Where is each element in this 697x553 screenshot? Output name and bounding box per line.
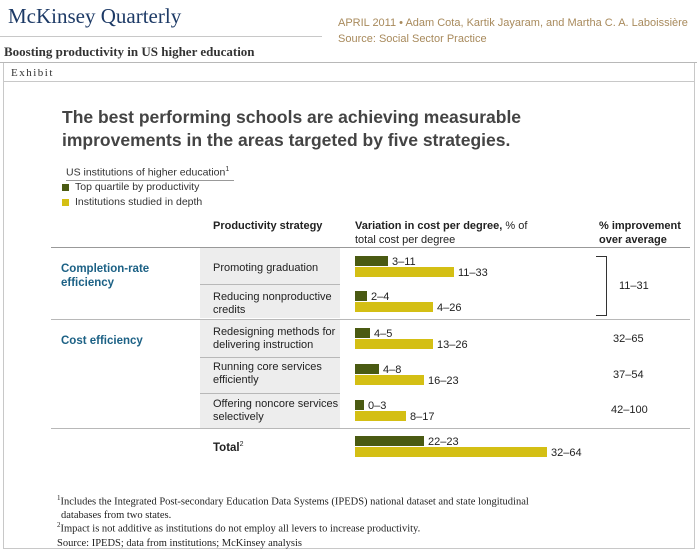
column-header-improvement: % improvement over average — [599, 220, 681, 246]
bar-label-top-quartile-3: 4–8 — [383, 364, 401, 376]
strategy-label-promoting-graduation: Promoting graduation — [213, 262, 319, 274]
bar-top-quartile-2 — [355, 328, 370, 338]
bar-top-quartile-4 — [355, 400, 364, 410]
column-header-variation: Variation in cost per degree, % of total… — [355, 219, 527, 247]
bar-label-studied-1: 4–26 — [437, 302, 461, 314]
brand-logo[interactable]: McKinsey Quarterly — [8, 4, 182, 28]
bar-top-quartile-5 — [355, 436, 424, 446]
article-byline: APRIL 2011 • Adam Cota, Kartik Jayaram, … — [338, 17, 688, 29]
legend-title: US institutions of higher education1 — [66, 166, 229, 179]
strategy-shade-cost — [200, 320, 340, 428]
total-label: Total2 — [213, 441, 244, 454]
brand-divider — [0, 36, 322, 37]
strategy-label-reducing-credits: Reducing nonproductive credits — [213, 291, 332, 316]
article-meta: APRIL 2011 • Adam Cota, Kartik Jayaram, … — [338, 15, 688, 47]
legend-title-footnote-marker: 1 — [225, 166, 230, 173]
bar-label-top-quartile-4: 0–3 — [368, 400, 386, 412]
bar-label-studied-0: 11–33 — [458, 267, 488, 279]
bar-studied-4 — [355, 411, 406, 421]
improvement-completion: 11–31 — [619, 280, 649, 292]
row-divider-1 — [200, 284, 340, 285]
chart-title-line-2: improvements in the areas targeted by fi… — [62, 130, 511, 150]
column-header-variation-unit: % of — [502, 220, 528, 232]
strategy-label-redesigning-methods: Redesigning methods for delivering instr… — [213, 326, 336, 351]
legend-item-studied: Institutions studied in depth — [62, 196, 202, 208]
legend-title-text: US institutions of higher education — [66, 166, 226, 179]
chart-source: Source: IPEDS; data from institutions; M… — [57, 538, 302, 549]
improvement-running: 37–54 — [613, 369, 644, 381]
bar-label-studied-5: 32–64 — [551, 447, 582, 459]
bar-studied-2 — [355, 339, 433, 349]
chart-title-line-1: The best performing schools are achievin… — [62, 107, 522, 127]
article-source: Source: Social Sector Practice — [338, 33, 487, 45]
column-header-variation-line2: total cost per degree — [355, 234, 456, 246]
strategy-label-running-core-services: Running core services efficiently — [213, 361, 322, 386]
bar-label-top-quartile-1: 2–4 — [371, 291, 389, 303]
bar-label-top-quartile-2: 4–5 — [374, 328, 392, 340]
legend-item-top-quartile: Top quartile by productivity — [62, 181, 199, 193]
strategy-label-offering-noncore: Offering noncore services selectively — [213, 398, 339, 423]
legend-label-top-quartile: Top quartile by productivity — [75, 181, 200, 193]
group-divider-cost — [51, 428, 690, 429]
strategy-shade-completion — [200, 248, 340, 318]
legend-swatch-top-quartile — [62, 183, 69, 191]
article-title: Boosting productivity in US higher educa… — [4, 44, 255, 59]
title-divider — [0, 62, 697, 63]
legend-label-studied: Institutions studied in depth — [75, 196, 203, 208]
group-label-completion-rate: Completion-rate efficiency — [61, 263, 150, 289]
legend-swatch-studied — [62, 198, 69, 206]
column-header-variation-bold: Variation in cost per degree, — [355, 220, 503, 232]
exhibit-frame — [3, 63, 695, 549]
bar-top-quartile-0 — [355, 256, 388, 266]
group-label-cost-efficiency: Cost efficiency — [61, 335, 143, 347]
bar-label-studied-4: 8–17 — [410, 411, 434, 423]
footnote-1: 1Includes the Integrated Post-secondary … — [57, 494, 529, 521]
column-header-strategy: Productivity strategy — [213, 220, 323, 232]
exhibit-divider — [3, 81, 695, 82]
group-divider-completion — [51, 319, 690, 320]
bar-label-top-quartile-5: 22–23 — [428, 436, 459, 448]
row-divider-3 — [200, 357, 340, 358]
header-divider — [51, 247, 690, 248]
footnote-2: 2Impact is not additive as institutions … — [57, 521, 421, 535]
bar-label-top-quartile-0: 3–11 — [392, 256, 416, 268]
completion-bracket — [596, 256, 607, 316]
row-divider-4 — [200, 393, 340, 394]
chart-title: The best performing schools are achievin… — [62, 106, 642, 152]
bar-studied-1 — [355, 302, 433, 312]
bar-studied-0 — [355, 267, 454, 277]
bar-label-studied-2: 13–26 — [437, 339, 468, 351]
bar-top-quartile-1 — [355, 291, 367, 301]
bar-studied-3 — [355, 375, 424, 385]
exhibit-label: Exhibit — [11, 67, 54, 79]
bar-studied-5 — [355, 447, 547, 457]
bar-label-studied-3: 16–23 — [428, 375, 459, 387]
legend-divider — [66, 180, 234, 181]
improvement-redesigning: 32–65 — [613, 333, 644, 345]
improvement-offering: 42–100 — [611, 404, 648, 416]
bar-top-quartile-3 — [355, 364, 379, 374]
